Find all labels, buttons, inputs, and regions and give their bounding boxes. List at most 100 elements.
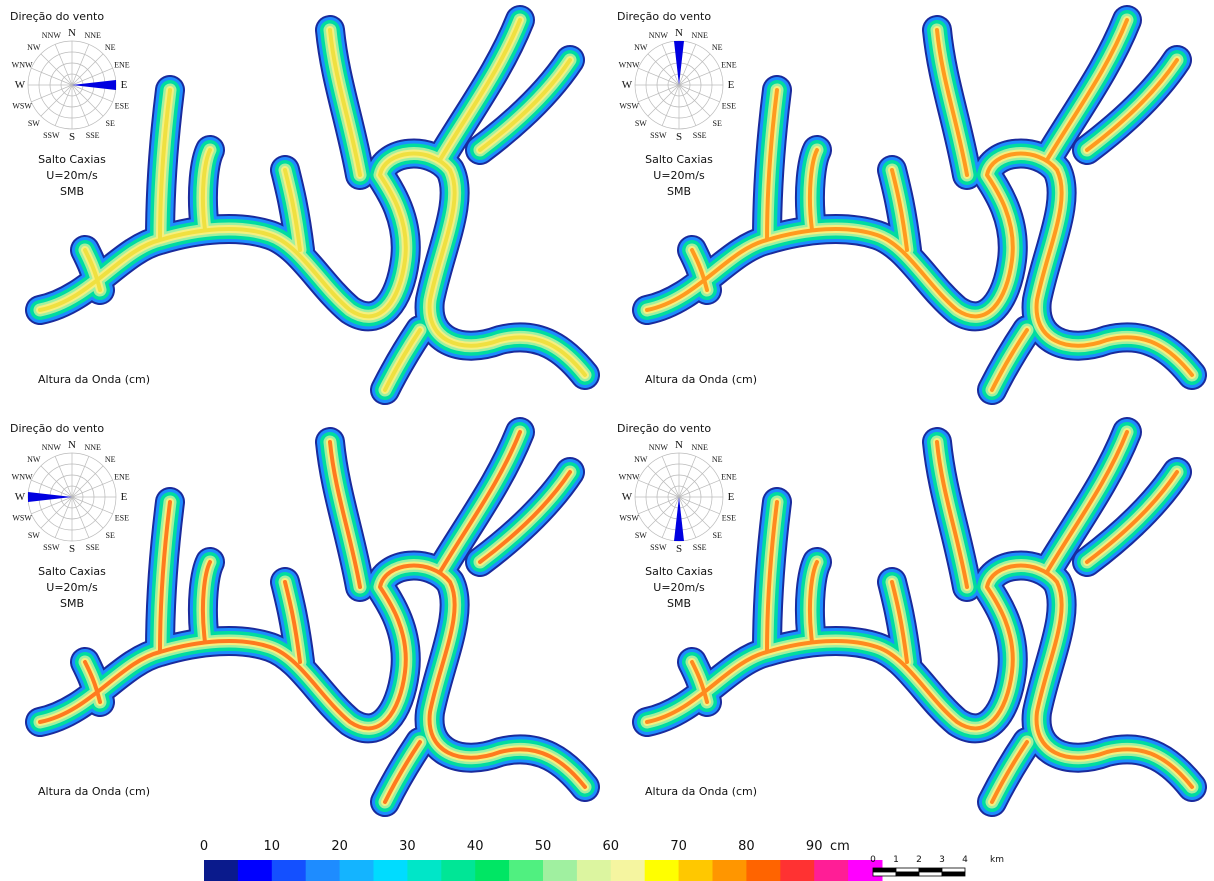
scale-segment <box>942 868 965 872</box>
compass-label: ESE <box>722 102 736 111</box>
colorbar-cell <box>746 860 780 881</box>
compass-label: SE <box>713 531 722 540</box>
compass-label: W <box>622 491 633 503</box>
compass-label: WSW <box>12 514 32 523</box>
wind-title: Direção do vento <box>617 422 711 435</box>
colorbar-cell <box>713 860 747 881</box>
compass-label: SSE <box>86 131 100 140</box>
compass-label: NNE <box>84 443 101 452</box>
site-name: Salto Caxias <box>645 153 713 166</box>
colorbar-cell <box>441 860 475 881</box>
compass-label: WNW <box>619 60 640 69</box>
compass-label: NNE <box>691 443 708 452</box>
colorbar-cell <box>407 860 441 881</box>
panel-caption: Altura da Onda (cm) <box>645 785 757 798</box>
compass-label: SSW <box>650 543 667 552</box>
compass-spoke <box>41 54 72 85</box>
compass-label: SW <box>28 531 40 540</box>
compass-label: N <box>675 27 683 39</box>
compass-label: SSE <box>693 543 707 552</box>
compass-label: NE <box>105 455 116 464</box>
colorbar-tick: 0 <box>200 839 208 854</box>
colorbar-cell <box>272 860 306 881</box>
site-name: Salto Caxias <box>38 153 106 166</box>
compass-label: S <box>676 131 682 143</box>
model-name: SMB <box>60 185 84 198</box>
compass-spoke <box>648 466 679 497</box>
compass-label: ENE <box>721 60 737 69</box>
colorbar-tick: 90 <box>806 839 823 854</box>
colorbar-tick: 10 <box>264 839 281 854</box>
compass-label: SW <box>28 119 40 128</box>
colorbar-cell <box>306 860 340 881</box>
colorbar-tick: 50 <box>535 839 552 854</box>
compass-label: NNE <box>691 31 708 40</box>
compass-label: NW <box>634 455 648 464</box>
wind-speed: U=20m/s <box>46 169 98 182</box>
scale-segment <box>896 872 919 876</box>
compass-spoke <box>72 54 103 85</box>
compass-spoke <box>41 466 72 497</box>
map-figure: Direção do ventoNNNENEENEEESESESSESSSWSW… <box>0 0 1214 881</box>
colorbar-cell <box>679 860 713 881</box>
compass-label: NW <box>634 43 648 52</box>
compass-label: WSW <box>12 102 32 111</box>
compass-label: NE <box>105 43 116 52</box>
compass-label: SE <box>106 531 115 540</box>
compass-spoke <box>648 54 679 85</box>
compass-label: SSW <box>43 131 60 140</box>
scale-tick: 0 <box>870 855 876 865</box>
compass-label: ENE <box>114 60 130 69</box>
compass-label: SW <box>635 531 647 540</box>
compass-label: NNW <box>42 443 62 452</box>
compass-label: E <box>121 491 128 503</box>
compass-label: SE <box>106 119 115 128</box>
compass-label: SSE <box>86 543 100 552</box>
compass-label: ESE <box>115 102 129 111</box>
compass-label: N <box>68 439 76 451</box>
compass-spoke <box>72 497 103 528</box>
compass-label: WNW <box>12 472 33 481</box>
panel-caption: Altura da Onda (cm) <box>38 373 150 386</box>
compass-label: WNW <box>619 472 640 481</box>
compass-label: SSW <box>650 131 667 140</box>
wind-title: Direção do vento <box>10 10 104 23</box>
colorbar-cell <box>204 860 238 881</box>
compass-label: W <box>15 491 26 503</box>
compass-label: NNW <box>42 31 62 40</box>
colorbar-tick: 20 <box>331 839 348 854</box>
scale-unit: km <box>990 855 1004 865</box>
colorbar-cell <box>611 860 645 881</box>
panel-caption: Altura da Onda (cm) <box>645 373 757 386</box>
site-name: Salto Caxias <box>38 565 106 578</box>
compass-label: WNW <box>12 60 33 69</box>
scale-tick: 3 <box>939 855 945 865</box>
compass-spoke <box>72 85 103 116</box>
colorbar-tick: 40 <box>467 839 484 854</box>
wind-speed: U=20m/s <box>653 581 705 594</box>
scale-segment <box>896 868 919 872</box>
compass-label: WSW <box>619 514 639 523</box>
scale-segment <box>873 872 896 876</box>
compass-label: NNE <box>84 31 101 40</box>
colorbar-cell <box>475 860 509 881</box>
compass-spoke <box>679 85 710 116</box>
compass-label: WSW <box>619 102 639 111</box>
colorbar-tick: 30 <box>399 839 416 854</box>
compass-spoke <box>41 497 72 528</box>
compass-label: ENE <box>721 472 737 481</box>
colorbar-cell <box>577 860 611 881</box>
scale-segment <box>873 868 896 872</box>
colorbar-cell <box>340 860 374 881</box>
compass-label: E <box>728 491 735 503</box>
colorbar-unit: cm <box>830 839 850 854</box>
compass-spoke <box>41 85 72 116</box>
wind-title: Direção do vento <box>617 10 711 23</box>
compass-label: S <box>69 131 75 143</box>
compass-label: NW <box>27 455 41 464</box>
site-name: Salto Caxias <box>645 565 713 578</box>
compass-label: ESE <box>722 514 736 523</box>
compass-label: NNW <box>649 443 669 452</box>
compass-spoke <box>648 497 679 528</box>
map-panel: Direção do ventoNNNENEENEEESESESSESSSWSW… <box>617 10 1192 390</box>
